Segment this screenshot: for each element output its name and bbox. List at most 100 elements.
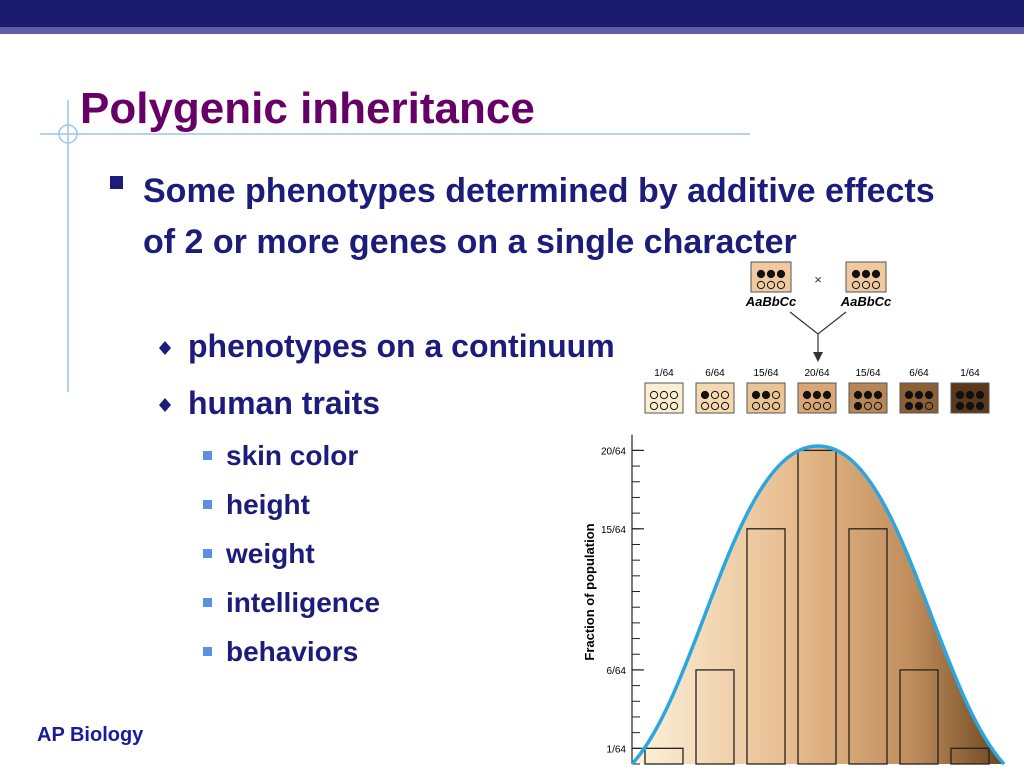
footer: AP Biology [37,724,144,746]
fraction-label: 15/64 [855,368,880,379]
fraction-label: 6/64 [705,368,725,379]
top-band [0,0,1024,27]
allele-dot [669,390,679,400]
allele-dot [904,401,914,411]
allele-dot [659,390,669,400]
allele-dot [853,390,863,400]
cross-arrows [789,311,847,356]
allele-dot [955,390,965,400]
allele-dot [751,401,761,411]
allele-dot [904,390,914,400]
allele-dot [914,401,924,411]
y-axis-label: Fraction of population [582,523,597,660]
allele-dot [975,401,985,411]
allele-dot [720,401,730,411]
bar [950,747,990,765]
allele-dot [924,390,934,400]
top-band-line [0,27,1024,34]
fraction-label: 6/64 [909,368,929,379]
allele-dot [863,390,873,400]
allele-dot [700,401,710,411]
bar [746,528,786,765]
fraction-label: 1/64 [654,368,674,379]
y-tick-label: 1/64 [607,744,627,755]
allele-dot [851,280,861,290]
allele-dot [871,269,881,279]
allele-dot [766,280,776,290]
allele-dot [873,390,883,400]
allele-dot [851,269,861,279]
allele-dot [669,401,679,411]
allele-dot [822,401,832,411]
allele-dot [812,401,822,411]
allele-dot [761,390,771,400]
allele-dot [861,269,871,279]
bullet-diamond [159,341,171,355]
parent-genotype: AaBbCc [840,294,892,309]
allele-dot [863,401,873,411]
allele-dot [965,401,975,411]
y-tick-label: 6/64 [607,666,627,677]
allele-dot [914,390,924,400]
allele-dot [924,401,934,411]
allele-dot [802,390,812,400]
allele-dot [873,401,883,411]
allele-dot [720,390,730,400]
allele-dot [776,269,786,279]
allele-dot [955,401,965,411]
list-item: skin color [226,440,359,471]
bar [848,528,888,765]
fraction-label: 20/64 [804,368,829,379]
allele-dot [751,390,761,400]
cross-sign: × [814,272,822,287]
fraction-label: 1/64 [960,368,980,379]
allele-dot [965,390,975,400]
allele-dot [853,401,863,411]
sub-bullet: phenotypes on a continuum [188,328,615,364]
allele-dot [871,280,881,290]
parent-genotype: AaBbCc [745,294,797,309]
allele-dot [756,269,766,279]
allele-dot [975,390,985,400]
allele-dot [861,280,871,290]
list-item: height [226,489,310,520]
rule-circle [58,124,78,144]
allele-dot [766,269,776,279]
sub-bullet: human traits [188,385,381,421]
y-tick-label: 15/64 [601,525,626,536]
sub-bullets [203,451,212,656]
phenotype-box [644,382,684,414]
bullet-diamond [159,398,171,412]
allele-dot [710,401,720,411]
slide-title: Polygenic inheritance [80,84,535,133]
allele-dot [756,280,766,290]
list-item: intelligence [226,587,381,618]
bullet: Some phenotypes determined by additive e… [143,172,935,261]
allele-dot [659,401,669,411]
allele-dot [761,401,771,411]
fraction-label: 15/64 [753,368,778,379]
bar [695,669,735,765]
bar [797,449,837,765]
allele-dot [700,390,710,400]
figure: 1/64 6/64 15/64 20/64 1/64 6/64 15/64 20/64 15/6… [601,261,990,765]
list-item: weight [226,538,315,569]
allele-dot [776,280,786,290]
allele-dot [649,390,659,400]
curve-fill [632,446,1004,764]
arrow-head [813,352,823,362]
allele-dot [822,390,832,400]
y-tick-label: 20/64 [601,446,626,457]
allele-dot [710,390,720,400]
allele-dot [812,390,822,400]
allele-dot [649,401,659,411]
bullet-square [110,176,123,189]
allele-dot [802,401,812,411]
list-item: behaviors [226,636,359,667]
allele-dot [771,401,781,411]
bell-curve [630,444,1006,766]
phenotype-box [695,382,735,414]
bar [644,747,684,765]
